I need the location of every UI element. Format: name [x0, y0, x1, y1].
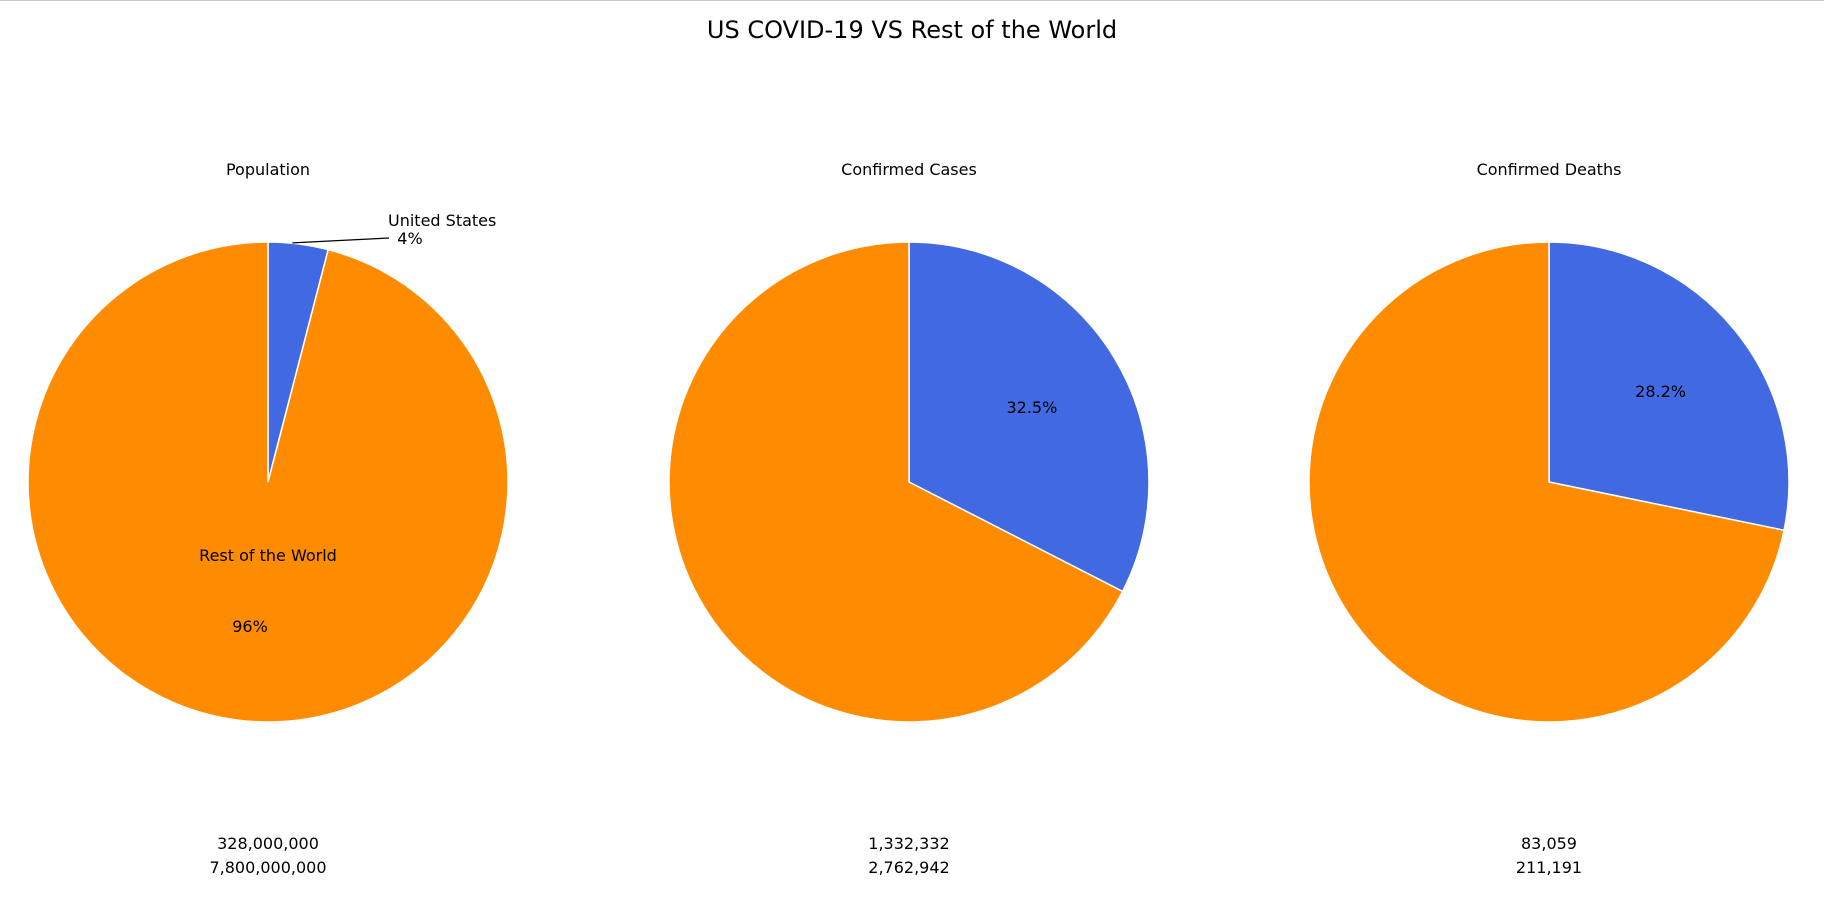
slice-label-rest-of-world: Rest of the World	[199, 546, 337, 565]
value-label-rest-of-world: 2,762,942	[868, 858, 949, 877]
value-label-united-states: 328,000,000	[217, 834, 319, 853]
figure-title: US COVID-19 VS Rest of the World	[706, 16, 1118, 44]
pie-slice-united-states	[1548, 241, 1790, 532]
top-border	[0, 0, 1824, 1]
pie-slice-united-states	[908, 241, 1150, 593]
pie-title: Confirmed Deaths	[1477, 160, 1622, 179]
value-label-rest-of-world: 7,800,000,000	[209, 858, 326, 877]
slice-pct-united-states: 4%	[397, 229, 422, 248]
pie-slice-rest-of-world	[1308, 241, 1785, 723]
value-label-united-states: 1,332,332	[868, 834, 949, 853]
slice-pct-united-states: 28.2%	[1635, 382, 1686, 401]
pie-chart-3: Confirmed Deaths 28.2% 83,059 211,191	[1308, 160, 1790, 877]
pie-chart-2: Confirmed Cases 32.5% 1,332,332 2,762,942	[668, 160, 1150, 877]
slice-label-united-states: United States	[388, 211, 496, 230]
value-label-rest-of-world: 211,191	[1516, 858, 1582, 877]
pie-title: Population	[226, 160, 310, 179]
pie-title: Confirmed Cases	[841, 160, 977, 179]
leader-line	[292, 237, 390, 244]
pie-slice-rest-of-world	[668, 241, 1124, 723]
slice-pct-united-states: 32.5%	[1006, 398, 1057, 417]
pie-slice-rest-of-world	[27, 241, 509, 723]
slice-pct-rest-of-world: 96%	[232, 617, 268, 636]
value-label-united-states: 83,059	[1521, 834, 1577, 853]
